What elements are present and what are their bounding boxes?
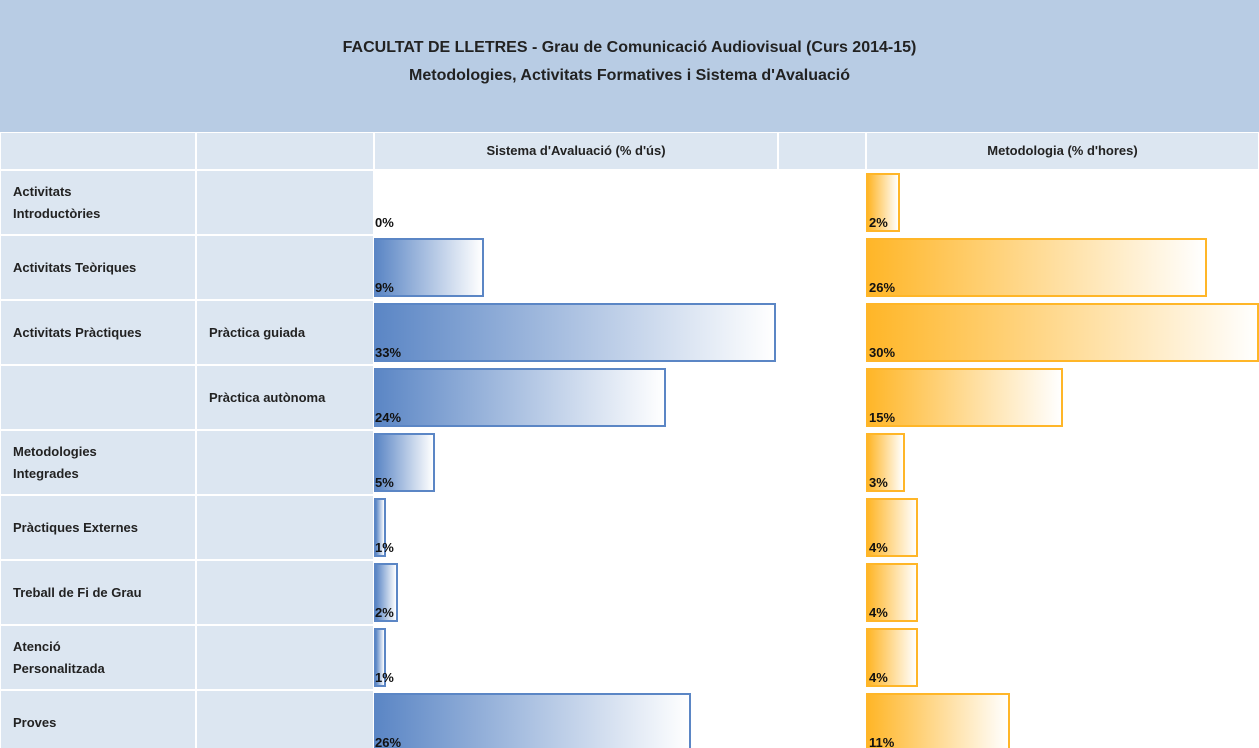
row-sublabel: Pràctica guiada bbox=[196, 300, 374, 365]
methodology-label: 2% bbox=[869, 215, 888, 230]
header-cell: Sistema d'Avaluació (% d'ús) bbox=[374, 132, 778, 170]
row-sublabel bbox=[196, 430, 374, 495]
methodology-bar bbox=[866, 238, 1207, 297]
methodology-bar bbox=[866, 498, 919, 557]
evaluation-bar bbox=[374, 238, 484, 297]
evaluation-bar bbox=[374, 693, 691, 748]
methodology-bar bbox=[866, 563, 919, 622]
subtitle: Metodologies, Activitats Formatives i Si… bbox=[409, 67, 850, 84]
evaluation-bar bbox=[374, 563, 399, 622]
row-label: Atenció Personalitzada bbox=[0, 625, 196, 690]
header-cell: Metodologia (% d'hores) bbox=[866, 132, 1259, 170]
evaluation-label: 24% bbox=[375, 410, 402, 425]
evaluation-bar bbox=[374, 498, 387, 557]
evaluation-label: 0% bbox=[375, 215, 394, 230]
row-label: Proves bbox=[0, 690, 196, 748]
evaluation-label: 26% bbox=[375, 735, 402, 748]
evaluation-label: 2% bbox=[375, 605, 394, 620]
methodology-label: 3% bbox=[869, 475, 888, 490]
row-sublabel: Pràctica autònoma bbox=[196, 365, 374, 430]
evaluation-label: 9% bbox=[375, 280, 394, 295]
row-sublabel bbox=[196, 560, 374, 625]
row-label: Activitats Pràctiques bbox=[0, 300, 196, 365]
evaluation-bar bbox=[374, 303, 776, 362]
header-cell bbox=[778, 132, 866, 170]
evaluation-label: 1% bbox=[375, 670, 394, 685]
title-band: FACULTAT DE LLETRES - Grau de Comunicaci… bbox=[0, 0, 1259, 132]
evaluation-label: 33% bbox=[375, 345, 402, 360]
methodology-label: 15% bbox=[869, 410, 896, 425]
methodology-label: 4% bbox=[869, 540, 888, 555]
evaluation-label: 5% bbox=[375, 475, 394, 490]
header-cell bbox=[196, 132, 374, 170]
row-label: Activitats Teòriques bbox=[0, 235, 196, 300]
methodology-label: 30% bbox=[869, 345, 896, 360]
methodology-label: 11% bbox=[869, 735, 895, 748]
evaluation-label: 1% bbox=[375, 540, 394, 555]
row-label: Activitats Introductòries bbox=[0, 170, 196, 235]
methodology-bar bbox=[866, 433, 906, 492]
methodology-bar bbox=[866, 693, 1011, 748]
evaluation-bar bbox=[374, 368, 667, 427]
methodology-bar bbox=[866, 173, 900, 232]
row-label bbox=[0, 365, 196, 430]
methodology-label: 4% bbox=[869, 605, 888, 620]
methodology-label: 4% bbox=[869, 670, 888, 685]
methodology-bar bbox=[866, 303, 1259, 362]
row-sublabel bbox=[196, 495, 374, 560]
evaluation-bar bbox=[374, 433, 435, 492]
methodology-label: 26% bbox=[869, 280, 896, 295]
row-sublabel bbox=[196, 170, 374, 235]
row-sublabel bbox=[196, 235, 374, 300]
row-sublabel bbox=[196, 690, 374, 748]
methodology-bar bbox=[866, 628, 919, 687]
header-cell bbox=[0, 132, 196, 170]
evaluation-bar bbox=[374, 628, 387, 687]
row-label: Pràctiques Externes bbox=[0, 495, 196, 560]
row-label: Metodologies Integrades bbox=[0, 430, 196, 495]
methodology-bar bbox=[866, 368, 1063, 427]
title: FACULTAT DE LLETRES - Grau de Comunicaci… bbox=[342, 39, 917, 56]
row-label: Treball de Fi de Grau bbox=[0, 560, 196, 625]
row-sublabel bbox=[196, 625, 374, 690]
